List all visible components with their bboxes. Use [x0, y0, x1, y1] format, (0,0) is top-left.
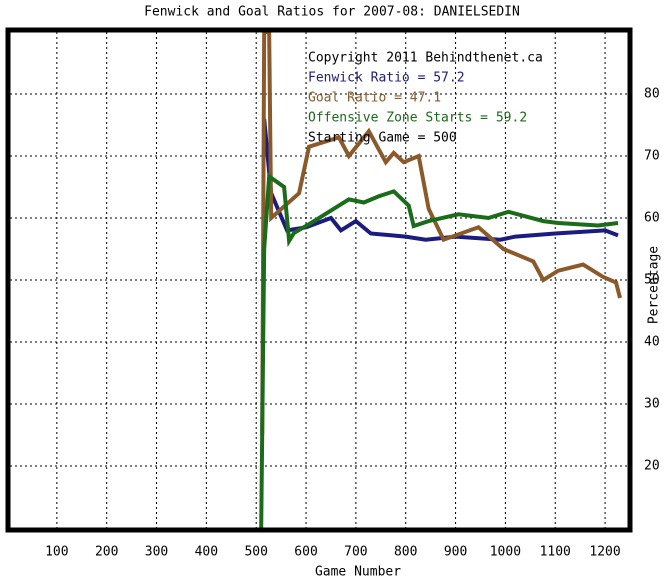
y-tick-label: 60: [644, 211, 660, 226]
y-tick-label: 40: [644, 335, 660, 350]
x-tick-label: 1100: [540, 545, 571, 560]
y-tick-label: 70: [644, 149, 660, 164]
data-line: [262, 118, 619, 242]
y-axis-label: Percentage: [647, 246, 662, 324]
y-tick-label: 80: [644, 87, 660, 102]
x-tick-label: 1000: [490, 545, 521, 560]
x-tick-label: 500: [244, 545, 267, 560]
x-tick-label: 700: [344, 545, 367, 560]
x-tick-label: 100: [45, 545, 68, 560]
x-tick-label: 1200: [589, 545, 620, 560]
x-axis-label: Game Number: [315, 565, 401, 580]
y-tick-label: 20: [644, 459, 660, 474]
data-line: [260, 30, 622, 436]
x-tick-label: 900: [444, 545, 467, 560]
y-tick-label: 30: [644, 397, 660, 412]
x-tick-label: 400: [195, 545, 218, 560]
annotation: Starting Game = 500: [308, 131, 457, 146]
x-tick-label: 300: [145, 545, 168, 560]
y-tick-label: 50: [644, 273, 660, 288]
x-tick-label: 800: [394, 545, 417, 560]
data-line: [259, 172, 619, 529]
annotation: Fenwick Ratio = 57.2: [308, 71, 465, 86]
plot-border: [5, 27, 633, 533]
x-tick-label: 200: [95, 545, 118, 560]
x-tick-label: 600: [294, 545, 317, 560]
chart-title: Fenwick and Goal Ratios for 2007-08: DAN…: [144, 5, 520, 20]
annotation: Copyright 2011 Behindthenet.ca: [308, 51, 543, 66]
annotation: Offensive Zone Starts = 59.2: [308, 111, 527, 126]
annotation: Goal Ratio = 47.1: [308, 91, 441, 106]
